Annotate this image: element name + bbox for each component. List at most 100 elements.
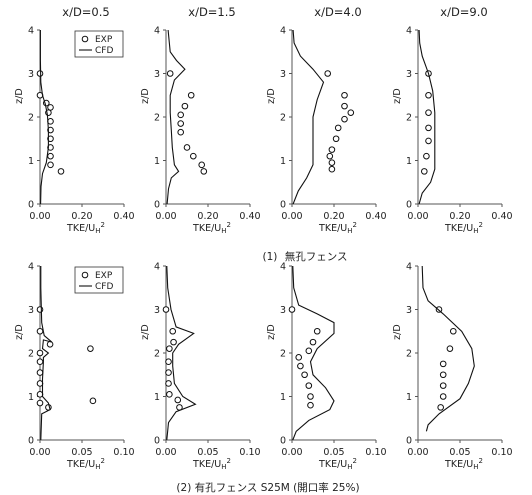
y-tick-label: 4 [280,262,286,273]
x-tick-label: 0.40 [365,211,386,222]
y-tick-label: 4 [28,26,34,37]
y-tick-label: 1 [154,156,160,167]
y-tick-label: 3 [406,69,412,80]
panel-title: x/D=9.0 [440,5,487,19]
y-axis-label: z/D [14,324,25,340]
y-tick-label: 2 [280,113,286,124]
x-axis-label: TKE/UH2 [66,221,105,235]
y-tick-label: 1 [28,156,34,167]
exp-marker [47,152,54,160]
y-tick-label: 1 [280,156,286,167]
x-axis-label: TKE/UH2 [318,457,357,471]
x-tick-label: 0.00 [29,447,50,458]
x-tick-label: 0.05 [197,447,218,458]
y-axis-label: z/D [140,324,151,340]
exp-marker [36,399,44,407]
exp-marker [200,168,208,175]
x-tick-label: 0.00 [29,211,50,222]
cfd-line [292,29,325,205]
exp-marker [165,358,172,366]
exp-marker [177,128,184,136]
chart-panel-8: 0 1 2 3 4 0.00 0.05 0.10 z/D TKE/UH2 [392,262,513,472]
legend-label-exp: EXP [95,35,113,45]
x-tick-label: 0.40 [491,211,512,222]
exp-marker [89,397,97,405]
y-tick-label: 2 [406,349,412,360]
x-tick-label: 0.00 [155,447,176,458]
y-tick-label: 1 [406,392,412,403]
y-axis-label: z/D [392,324,403,340]
exp-marker [425,137,432,145]
exp-marker [334,124,342,132]
exp-marker [181,102,189,110]
exp-marker [439,371,447,379]
y-axis-label: z/D [14,88,25,104]
exp-marker [87,345,94,352]
x-tick-label: 0.10 [113,447,134,458]
legend-marker-exp [81,35,89,43]
exp-marker [449,327,457,335]
caption-row1-marker: (1) [262,251,277,263]
exp-marker [347,109,355,116]
exp-marker [437,404,444,411]
exp-marker [36,369,44,376]
exp-marker [166,345,173,352]
y-tick-label: 1 [28,392,34,403]
exp-marker [36,70,44,77]
exp-marker [328,146,336,153]
cfd-line [292,265,335,441]
exp-marker [341,91,348,99]
y-tick-label: 0 [28,200,34,211]
exp-marker [328,165,336,173]
y-tick-label: 4 [28,262,34,273]
exp-marker [190,152,197,160]
cfd-line [39,30,49,205]
legend-marker-exp [81,271,89,279]
exp-marker [187,91,195,99]
x-tick-label: 0.20 [449,211,470,222]
y-tick-label: 2 [28,113,34,124]
x-tick-label: 0.00 [407,447,428,458]
x-tick-label: 0.00 [281,211,302,222]
y-tick-label: 0 [154,436,160,447]
x-axis-label: TKE/UH2 [444,221,483,235]
chart-panel-4: x/D=9.0 0 1 2 3 4 0.00 0.20 0.40 z/D TKE/UH2 [392,5,513,235]
exp-marker [425,91,432,99]
y-tick-label: 4 [154,262,160,273]
exp-marker [36,349,44,357]
y-tick-label: 1 [154,392,160,403]
exp-marker [425,109,432,116]
y-tick-label: 0 [406,200,412,211]
x-tick-label: 0.20 [323,211,344,222]
x-axis-label: TKE/UH2 [66,457,105,471]
exp-marker [46,341,54,348]
exp-marker [423,152,430,160]
exp-marker [162,306,170,313]
exp-marker [332,135,340,143]
exp-marker [297,362,304,370]
legend-box [74,30,124,58]
y-axis-label: z/D [140,88,151,104]
x-tick-label: 0.00 [407,211,428,222]
cfd-line [166,265,197,441]
exp-marker [295,354,303,361]
y-tick-label: 0 [28,436,34,447]
y-axis-label: z/D [266,324,277,340]
exp-marker [425,124,432,132]
exp-marker [446,345,454,352]
exp-marker [166,391,173,398]
panel-title: x/D=0.5 [62,5,109,19]
exp-marker [305,382,313,389]
exp-marker [57,168,65,175]
x-tick-label: 0.00 [281,447,302,458]
exp-marker [439,360,447,368]
exp-marker [324,70,332,77]
legend-label-cfd: CFD [95,282,113,292]
y-tick-label: 1 [280,392,286,403]
y-tick-label: 2 [154,349,160,360]
exp-marker [174,396,182,404]
legend-box [74,266,124,294]
caption-row1-text: 無孔フェンス [285,250,348,263]
